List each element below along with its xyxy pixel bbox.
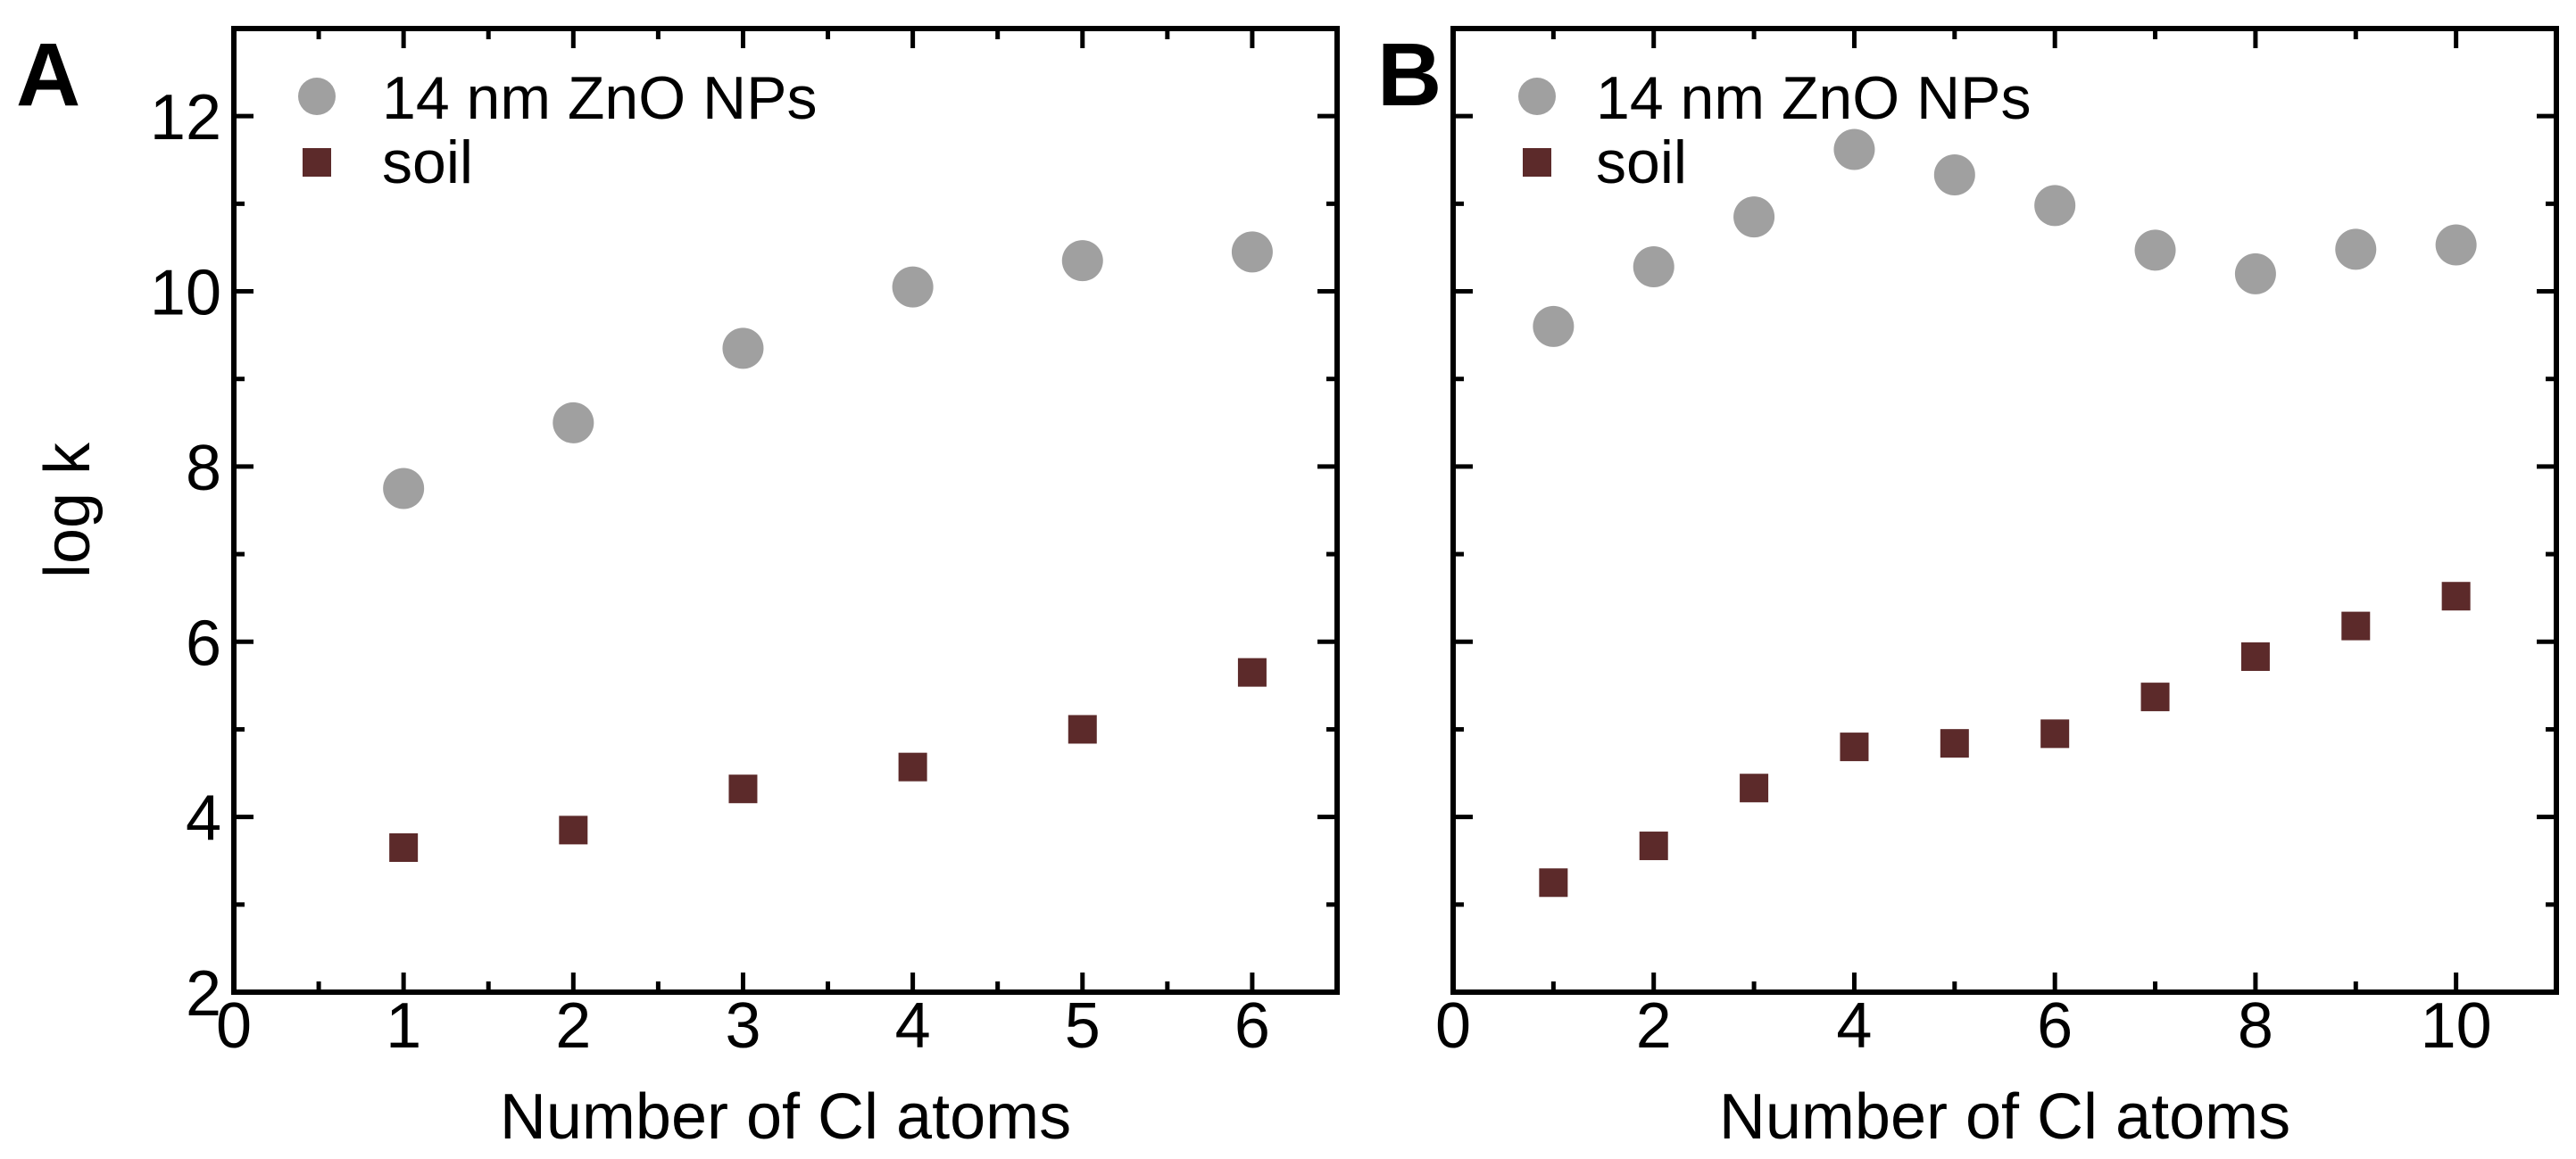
soil-data-point	[1940, 729, 1969, 758]
panel-b-plot-frame	[1450, 26, 2559, 995]
soil-data-point	[2240, 642, 2270, 671]
panel-b-legend: 14 nm ZnO NPs soil	[1518, 64, 2032, 196]
panel-a-ticks	[231, 29, 1337, 995]
panel-a-letter: A	[16, 25, 80, 125]
soil-data-point	[1237, 658, 1267, 687]
soil-data-point	[389, 833, 419, 862]
soil-data-point	[898, 752, 927, 782]
y-tick-label: 10	[150, 258, 221, 329]
legend-label-zno: 14 nm ZnO NPs	[382, 64, 818, 132]
panel-a-y-axis-label: log k	[32, 442, 104, 578]
legend-marker-zno	[1518, 78, 1556, 115]
x-tick-label: 2	[555, 990, 591, 1062]
zno-data-point	[2435, 224, 2477, 266]
soil-data-point	[2341, 611, 2371, 641]
soil-data-point	[559, 815, 588, 845]
x-tick-label: 5	[1065, 990, 1101, 1062]
legend-label-zno: 14 nm ZnO NPs	[1596, 64, 2032, 132]
zno-data-point	[2234, 252, 2276, 294]
zno-data-point	[2335, 228, 2377, 270]
y-tick-label: 6	[186, 608, 221, 679]
zno-data-point	[383, 468, 425, 509]
soil-data-point	[1639, 832, 1668, 861]
zno-data-point	[722, 327, 764, 369]
x-tick-label: 4	[1836, 990, 1872, 1062]
x-tick-label: 1	[386, 990, 421, 1062]
zno-data-point	[1231, 231, 1273, 273]
soil-data-point	[728, 774, 758, 804]
x-tick-label: 2	[1636, 990, 1672, 1062]
panel-b-x-axis-label: Number of Cl atoms	[1719, 1081, 2290, 1153]
x-tick-label: 3	[725, 990, 760, 1062]
panel-a-y-tick-labels: 2 4 6 8 10 12	[150, 82, 221, 1030]
x-tick-label: 6	[1234, 990, 1270, 1062]
zno-data-point	[1061, 240, 1103, 282]
soil-data-point	[1539, 868, 1568, 898]
x-tick-label: 6	[2037, 990, 2073, 1062]
soil-data-point	[1068, 715, 1097, 744]
legend-marker-soil	[303, 148, 331, 177]
panel-a-legend: 14 nm ZnO NPs soil	[298, 64, 818, 196]
zno-data-point	[892, 266, 934, 308]
y-tick-label: 8	[186, 433, 221, 504]
legend-label-soil: soil	[1596, 128, 1687, 196]
panel-b: B 0 2 4 6 8 10 14 nm ZnO NPs soil Number of C…	[1377, 25, 2559, 1153]
zno-data-point	[1833, 128, 1875, 170]
legend-label-soil: soil	[382, 128, 473, 196]
x-tick-label: 4	[895, 990, 931, 1062]
panel-b-data-marks	[1533, 128, 2477, 898]
y-tick-label: 2	[186, 958, 221, 1030]
soil-data-point	[2441, 582, 2471, 611]
panel-a-x-axis-label: Number of Cl atoms	[500, 1081, 1071, 1153]
soil-data-point	[2040, 719, 2070, 749]
zno-data-point	[1733, 196, 1775, 238]
panel-b-letter: B	[1377, 25, 1442, 125]
legend-marker-soil	[1523, 148, 1551, 177]
panel-a-plot-frame	[231, 26, 1340, 995]
zno-data-point	[1533, 305, 1575, 347]
zno-data-point	[553, 402, 594, 443]
y-tick-label: 12	[150, 82, 221, 153]
panel-a-data-marks	[383, 231, 1273, 862]
zno-data-point	[1933, 153, 1975, 195]
x-tick-label: 8	[2238, 990, 2273, 1062]
legend-marker-zno	[298, 78, 336, 115]
soil-data-point	[1840, 733, 1869, 762]
panel-b-x-tick-labels: 0 2 4 6 8 10	[1435, 990, 2492, 1062]
zno-data-point	[2034, 185, 2076, 227]
x-tick-label: 10	[2421, 990, 2492, 1062]
x-tick-label: 0	[216, 990, 252, 1062]
panel-b-ticks	[1450, 29, 2556, 995]
zno-data-point	[2134, 229, 2176, 271]
soil-data-point	[1740, 774, 1769, 803]
zno-data-point	[1633, 246, 1674, 288]
soil-data-point	[2140, 683, 2170, 712]
x-tick-label: 0	[1435, 990, 1471, 1062]
panel-a-x-tick-labels: 0 1 2 3 4 5 6	[216, 990, 1270, 1062]
y-tick-label: 4	[186, 783, 221, 855]
